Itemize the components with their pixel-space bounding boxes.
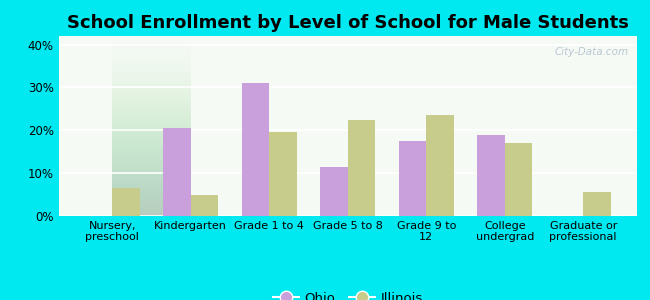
Text: City-Data.com: City-Data.com: [554, 47, 629, 57]
Bar: [477, 135, 505, 216]
Bar: [505, 143, 532, 216]
Bar: [269, 132, 297, 216]
Title: School Enrollment by Level of School for Male Students: School Enrollment by Level of School for…: [67, 14, 629, 32]
Bar: [583, 192, 611, 216]
Bar: [426, 115, 454, 216]
Bar: [398, 141, 426, 216]
Bar: [190, 195, 218, 216]
Legend: Ohio, Illinois: Ohio, Illinois: [268, 286, 428, 300]
Bar: [163, 128, 190, 216]
Bar: [348, 120, 375, 216]
Bar: [112, 188, 140, 216]
Bar: [242, 83, 269, 216]
Bar: [320, 167, 348, 216]
